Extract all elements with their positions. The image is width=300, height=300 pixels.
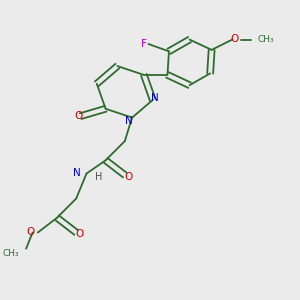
Text: N: N (151, 94, 159, 103)
Text: N: N (74, 168, 81, 178)
Text: O: O (124, 172, 132, 182)
Text: F: F (141, 39, 147, 49)
Text: O: O (230, 34, 239, 44)
Text: CH₃: CH₃ (2, 249, 19, 258)
Text: O: O (26, 227, 34, 237)
Text: H: H (95, 172, 102, 182)
Text: O: O (76, 229, 84, 239)
Text: CH₃: CH₃ (257, 35, 274, 44)
Text: N: N (125, 116, 133, 125)
Text: O: O (74, 111, 82, 121)
